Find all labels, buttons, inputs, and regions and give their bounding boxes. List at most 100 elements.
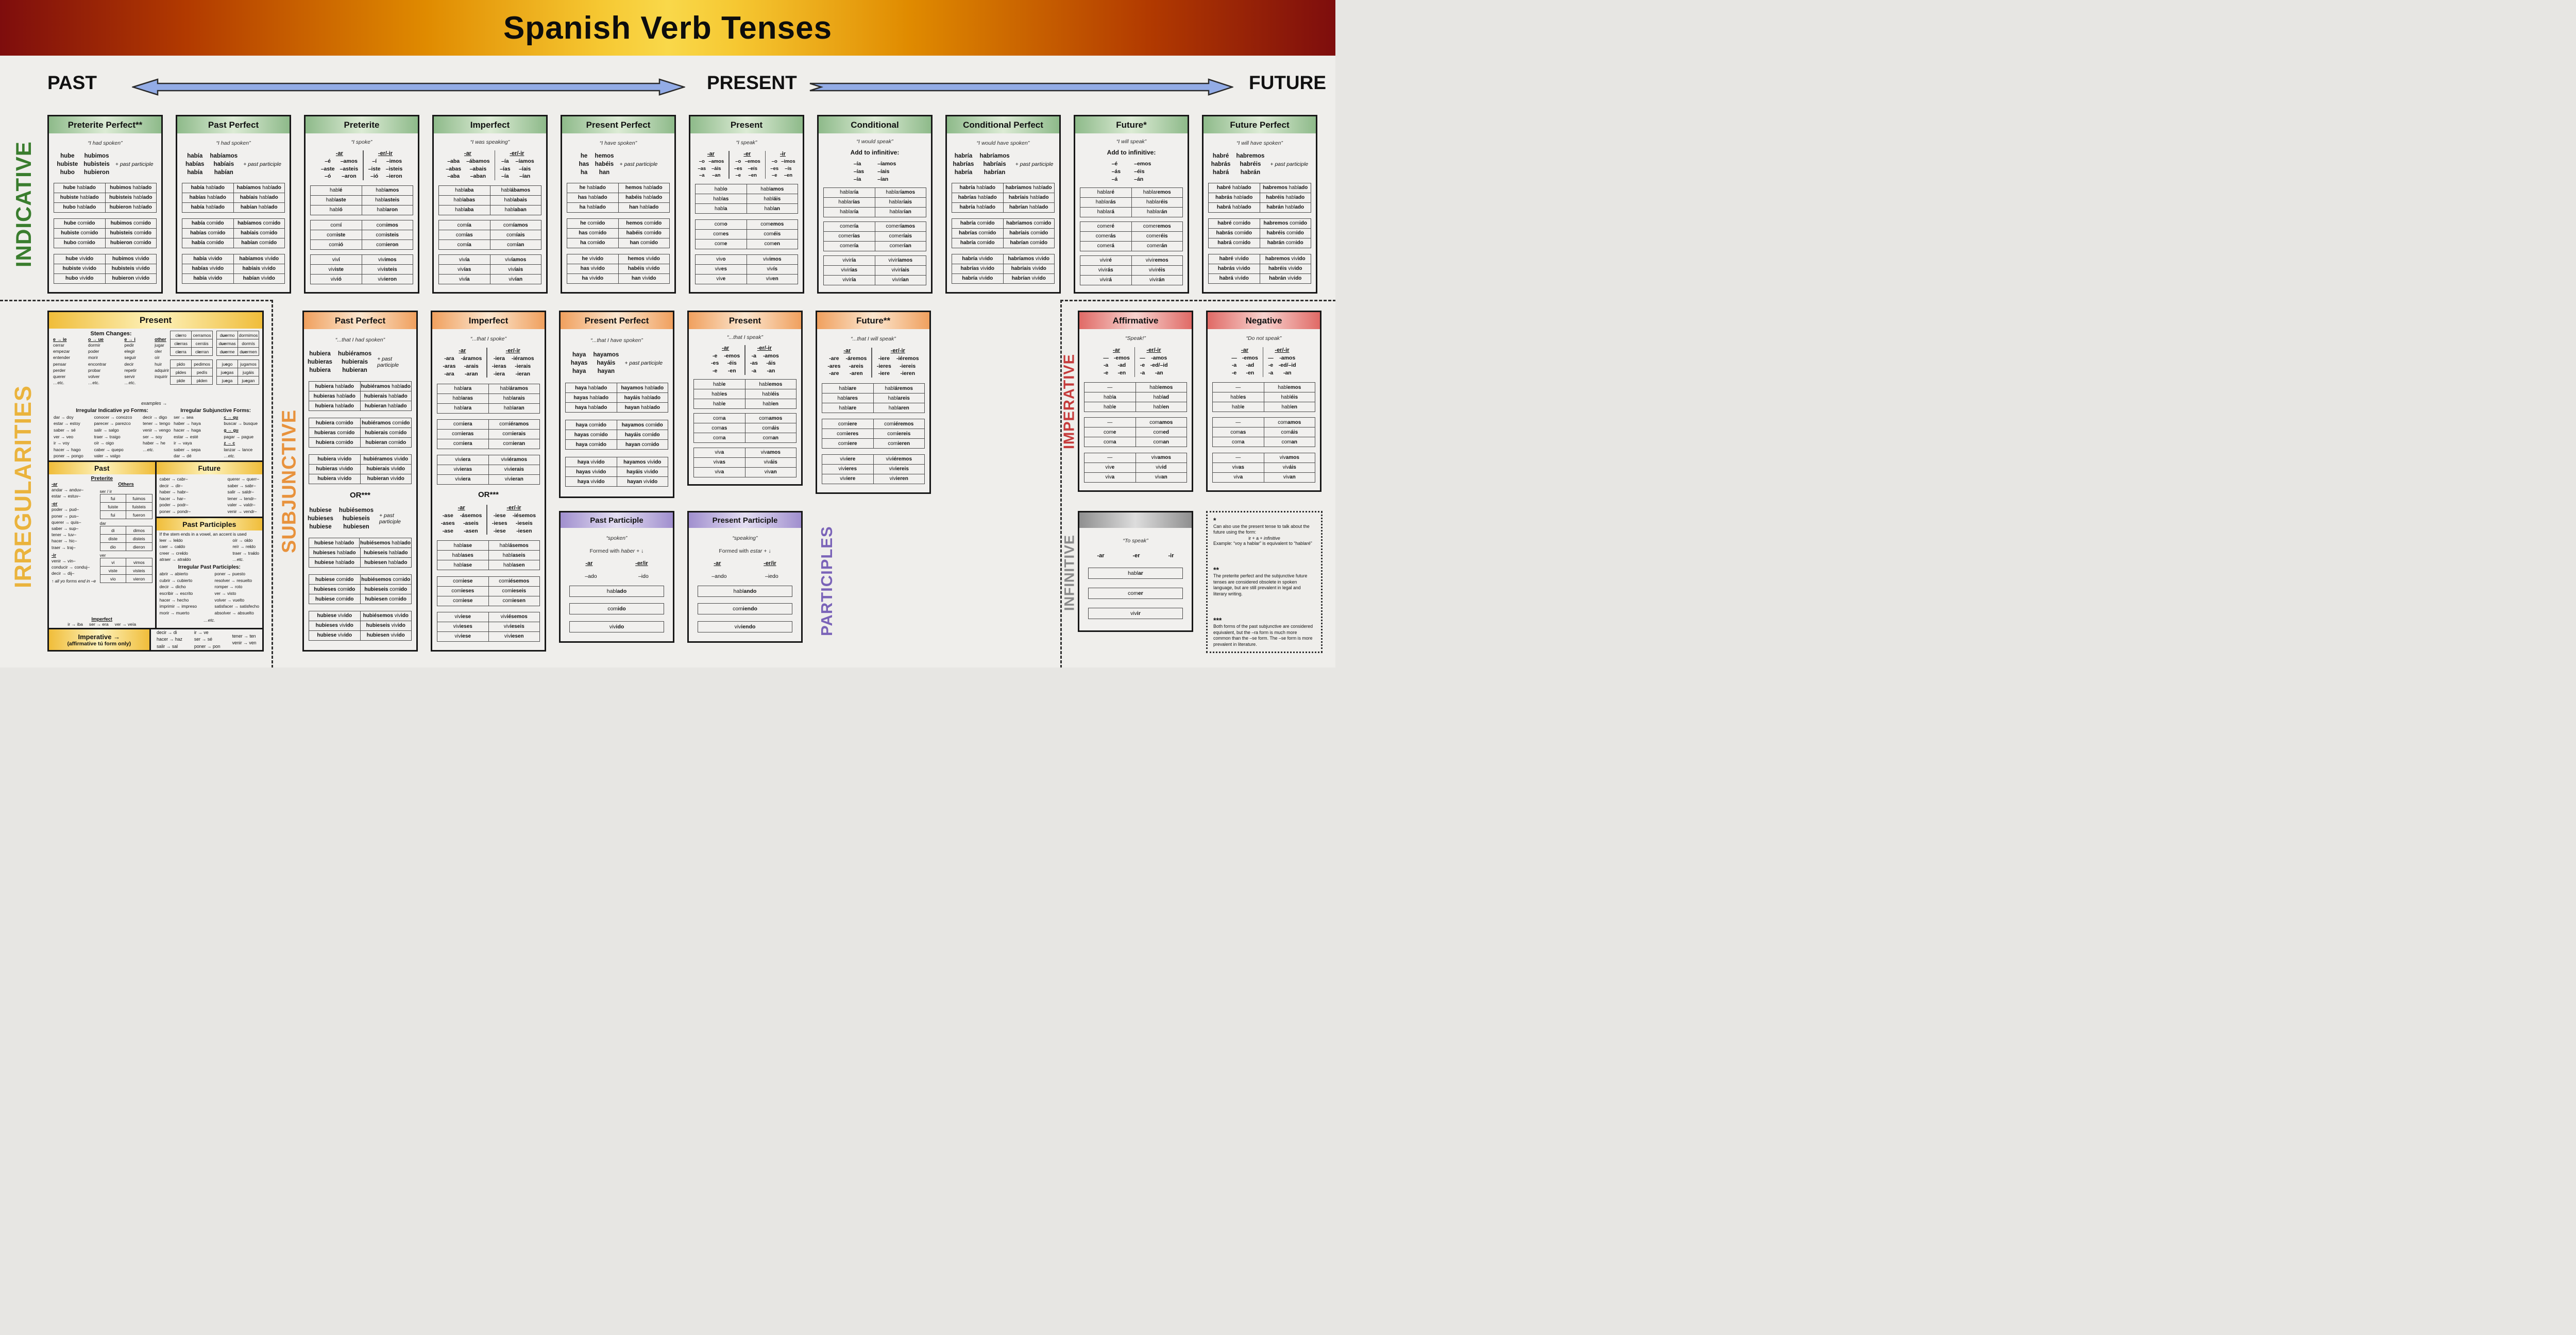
card-present-participle: Present Participle “speaking” Formed wit… xyxy=(687,511,803,643)
participle-comer: comido xyxy=(569,603,664,615)
endings-block: -ar -ase -ases -ase -ásemos -aseis -asen -er/… xyxy=(440,505,536,535)
conjugation-table-vivir: — vivamos vivas viváis viva vivan xyxy=(1212,452,1315,483)
stem-changes: Stem Changes: e → ie cerrar empezar entende… xyxy=(52,331,170,406)
conjugation-table-comer: hube comido hubimos comido hubiste comido h… xyxy=(54,218,157,248)
card-title: Present Perfect xyxy=(561,312,673,329)
participle-hablar: hablado xyxy=(569,585,664,597)
conjugation-table-comer: coma comamos comas comáis coma coman xyxy=(693,413,796,443)
card-present-perfect: Present Perfect “I have spoken” he has ha … xyxy=(561,115,676,294)
conjugation-table-comer: comería comeríamos comerías comeríais comerí… xyxy=(823,221,926,251)
conjugation-cell: hubimos comido xyxy=(105,218,157,228)
example-quote: “I had spoken” xyxy=(88,140,123,147)
irregular-future-section: Future caber → cabr– decir → dir– haber → … xyxy=(156,462,262,628)
endings-block: -ar –aba –abas –aba –ábamos –abais –aban -er/… xyxy=(446,150,534,181)
aux-column: hubimos hubisteis hubieron xyxy=(83,153,110,176)
card-conditional: Conditional “I would speak” Add to infin… xyxy=(817,115,933,294)
card-subjunctive-present: Present “...that I speak” -ar -e -es -e -em… xyxy=(687,311,803,486)
auxiliary-forms: hubiera hubieras hubiera hubiéramos hubiera… xyxy=(308,350,399,374)
endings-block: -ar -ara -aras -ara -áramos -arais -aran -er/… xyxy=(443,348,534,378)
conjugation-table-hablar: — hablemos habla hablad hable hablen xyxy=(1084,382,1187,412)
footnotes-box: * Can also use the present tense to talk… xyxy=(1206,511,1323,653)
conjugation-table-vivir: habré vivido habremos vivido habrás vivido… xyxy=(1208,253,1311,284)
or-label: OR*** xyxy=(478,490,499,499)
conjugation-table-vivir: hubiera vivido hubiéramos vivido hubieras … xyxy=(309,454,412,484)
conjugation-table-hablar: hablé hablamos hablaste hablasteis habló habl… xyxy=(310,185,413,215)
card-title: Negative xyxy=(1208,312,1320,329)
timeline-arrow-future-icon xyxy=(809,78,1233,96)
infinitive-hablar: hablar xyxy=(1088,568,1183,579)
card-present: Present “I speak” -ar –o –as –a –amos –áis –a… xyxy=(689,115,804,294)
example-quote: “...that I have spoken” xyxy=(590,337,643,344)
irregular-imperative-section: Imperative → (affirmative tú form only) … xyxy=(49,628,262,650)
footnote-symbol: * xyxy=(1213,516,1216,524)
conjugation-table-comer: habría comido habríamos comido habrías com… xyxy=(952,218,1055,248)
footnote-symbol: *** xyxy=(1213,616,1222,625)
conjugation-table-hablar: hablaba hablábamos hablabas hablabais hablab… xyxy=(438,185,541,215)
formed-with-note: Formed with estar + ↓ xyxy=(719,547,771,554)
past-participles-title: Past Participles xyxy=(156,516,262,530)
conjugation-table-comer: comía comíamos comías comíais comía comían xyxy=(438,220,541,250)
participle-hablar: hablando xyxy=(698,585,792,597)
timeline-present-label: PRESENT xyxy=(707,72,797,93)
conjugation-table-hablar: hablare habláremos hablares hablareis hablar… xyxy=(822,383,925,414)
endings-block: -ar -are -ares -are -áremos -areis -aren -er/… xyxy=(827,347,919,378)
conjugation-cell: hubimos vivido xyxy=(105,254,157,264)
formed-with-note: Formed with haber + ↓ xyxy=(589,547,644,554)
card-preterite-perfect: Preterite Perfect** “I had spoken” hube h… xyxy=(47,115,163,294)
irregular-subjunctive-forms: Irregular Subjunctive Forms: ser → sea ha… xyxy=(174,407,258,459)
example-quote: “Do not speak” xyxy=(1246,335,1282,342)
auxiliary-forms: habría habrías habría habríamos habríais hab… xyxy=(953,153,1054,176)
conjugation-table-vivir: habría vivido habríamos vivido habrías viv… xyxy=(952,253,1055,284)
conjugation-table-vivir: vivía vivíamos vivías vivíais vivía vivían xyxy=(438,254,541,285)
example-quote: “To speak” xyxy=(1123,538,1148,544)
example-quote: “I had spoken” xyxy=(216,140,251,147)
conjugation-table-hablar: hablaría hablaríamos hablarías hablaríais ha… xyxy=(823,187,926,217)
examples-label: examples → xyxy=(141,400,167,406)
conjugation-cell: hubieron hablado xyxy=(105,202,157,212)
conjugation-cell: hubo vivido xyxy=(65,276,94,282)
header-banner: Spanish Verb Tenses xyxy=(0,0,1335,56)
irregularities-panel: Present Stem Changes: e → ie cerrar empeza… xyxy=(47,311,264,652)
conjugation-cell: hubisteis vivido xyxy=(105,264,157,273)
imperative-dashed-border xyxy=(1060,300,1335,668)
card-infinitive: “To speak” -ar -er -ir hablar comer vivir xyxy=(1078,511,1193,632)
add-to-infinitive-label: Add to infinitive: xyxy=(1107,149,1156,157)
example-quote: “...that I had spoken” xyxy=(335,336,385,343)
card-title: Future* xyxy=(1075,116,1188,133)
conjugation-table-hablar: hable hablemos hables habléis hable hablen xyxy=(693,379,796,409)
conjugation-table-comer: habré comido habremos comido habrás comido… xyxy=(1208,218,1311,248)
card-subjunctive-past-perfect: Past Perfect “...that I had spoken” hubi… xyxy=(302,311,418,652)
conjugation-table-hablar: habría hablado habríamos hablado habrías h… xyxy=(952,182,1055,213)
conjugation-table-comer: — comamos comas comáis coma coman xyxy=(1212,417,1315,448)
card-subjunctive-future: Future** “...that I will speak” -ar -are… xyxy=(816,311,931,494)
irregular-present-section: Stem Changes: e → ie cerrar empezar entende… xyxy=(49,329,262,460)
conjugation-table-hablar: hablara habláramos hablaras hablarais hablar… xyxy=(437,383,540,414)
auxiliary-forms: habré habrás habrá habremos habréis habrán +… xyxy=(1211,153,1309,176)
conjugation-table-comer: hubiese comido hubiésemos comido hubieses … xyxy=(309,574,412,604)
footnote-formula: ir + a + infinitive xyxy=(1248,535,1280,541)
conjugation-cell: hubo comido xyxy=(63,240,95,246)
conjugation-table-hablar: hablaré hablaremos hablarás hablaréis hablar… xyxy=(1080,187,1183,217)
card-subjunctive-present-perfect: Present Perfect “...that I have spoken” … xyxy=(559,311,674,498)
conjugation-cell: hubiste comido xyxy=(61,230,98,236)
example-quote: “I have spoken” xyxy=(599,140,637,147)
conjugation-table-comer: comiera comiéramos comieras comierais comier… xyxy=(437,419,540,449)
card-title: Imperfect xyxy=(432,312,545,329)
conjugation-table-vivir: viviese viviésemos vivieses vivieseis vivies… xyxy=(437,611,540,642)
section-label-indicative: INDICATIVE xyxy=(11,141,36,267)
conjugation-table-hablar: habré hablado habremos hablado habrás habl… xyxy=(1208,182,1311,213)
card-title: Present Participle xyxy=(689,512,801,528)
irregular-present-title: Present xyxy=(49,312,262,329)
conjugation-table-comer: comiese comiésemos comieses comieseis comies… xyxy=(437,576,540,606)
conjugation-table-comer: he comido hemos comido has comido habéis co… xyxy=(567,218,670,248)
footnote-example: Example: “voy a hablar” is equivalent to… xyxy=(1213,540,1312,546)
conjugation-table-hablar: hubiera hablado hubiéramos hablado hubiera… xyxy=(309,381,412,412)
infinitive-vivir: vivir xyxy=(1088,608,1183,619)
conjugation-table-hablar: he hablado hemos hablado has hablado habéis… xyxy=(567,182,670,213)
conjugation-cell: hubisteis comido xyxy=(105,228,157,238)
or-label: OR*** xyxy=(349,490,370,500)
example-quote: “speaking” xyxy=(732,535,758,542)
conjugation-table-hablar: — hablemos hables habléis hable hablen xyxy=(1212,382,1315,412)
irregular-past-section: Past Preterite -ar andar → anduv– estar →… xyxy=(49,462,157,628)
conjugation-table-vivir: viví vivimos viviste vivisteis vivió vivieron xyxy=(310,254,413,285)
